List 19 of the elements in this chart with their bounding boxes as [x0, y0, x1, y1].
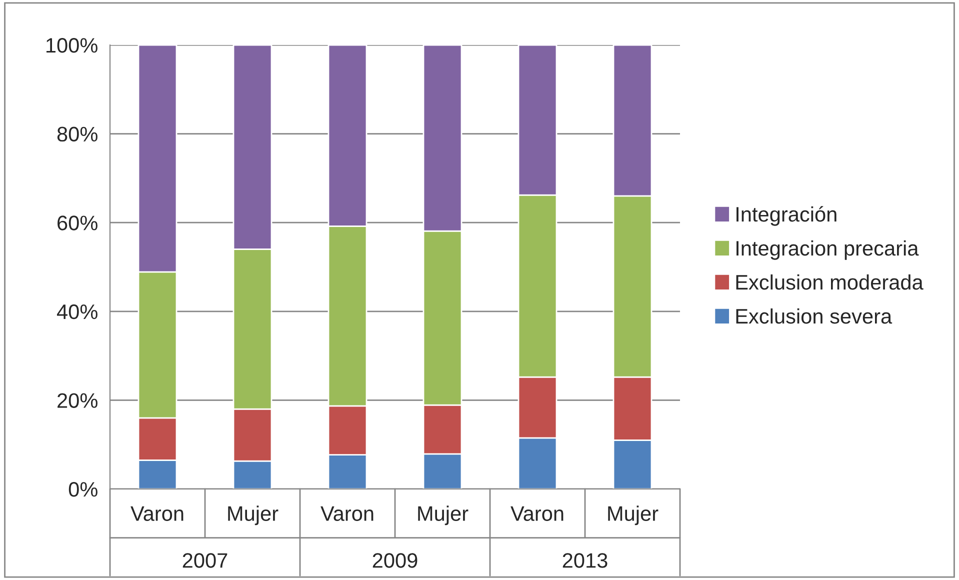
legend-label: Exclusion moderada — [736, 274, 924, 290]
legend-label: Exclusion severa — [736, 308, 892, 324]
y-tick-label: 0% — [68, 482, 98, 497]
legend-label: Integración — [736, 206, 836, 226]
x-tick-label: Varon — [320, 506, 374, 521]
x-tick-label: Mujer — [608, 506, 658, 526]
y-tick-label: 60% — [58, 216, 98, 230]
y-tick-label: 100% — [46, 38, 98, 53]
text: 2007 — [182, 553, 228, 568]
legend-label: Integracion precaria — [736, 240, 919, 260]
y-tick-label: 40% — [56, 304, 98, 320]
text: 2009 — [372, 553, 418, 568]
text: 2013 — [562, 553, 608, 568]
y-tick-label: 80% — [57, 126, 98, 142]
x-tick-label: Varon — [130, 506, 184, 521]
y-tick-label: 20% — [58, 393, 98, 408]
x-tick-label: Mujer — [228, 506, 278, 526]
x-tick-label: Varon — [510, 506, 564, 521]
x-tick-label: Mujer — [418, 506, 468, 526]
